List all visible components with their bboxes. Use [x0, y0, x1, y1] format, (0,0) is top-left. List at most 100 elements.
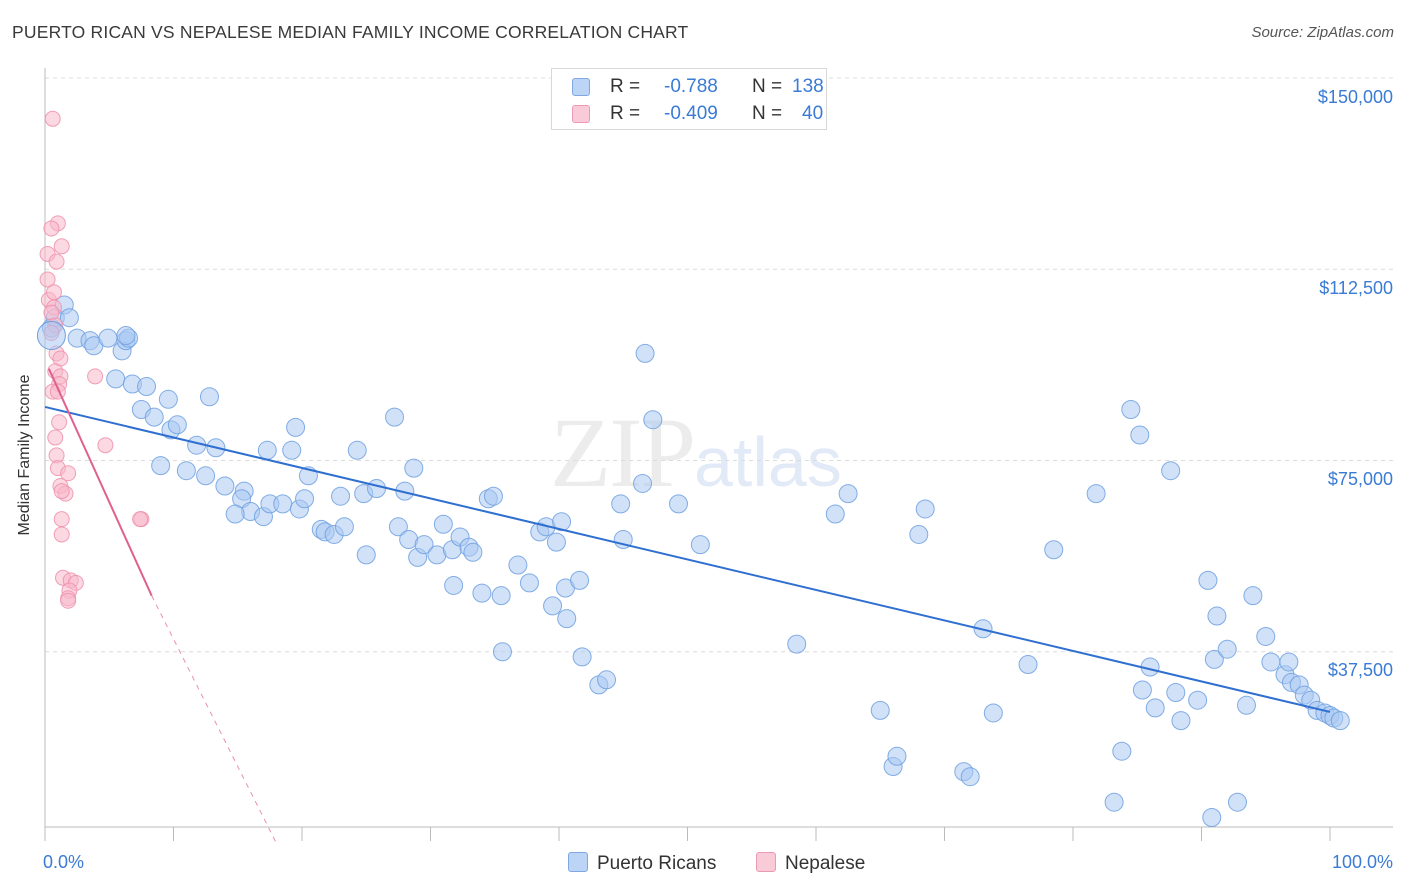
puerto-rican-point: [633, 473, 653, 493]
puerto-rican-point: [543, 596, 563, 616]
y-tick-label: $37,500: [1327, 660, 1393, 680]
nepalese-point: [53, 511, 70, 528]
puerto-rican-point: [1243, 586, 1263, 606]
puerto-rican-point: [1198, 570, 1218, 590]
puerto-rican-point: [787, 634, 807, 654]
puerto-rican-point: [158, 389, 178, 409]
puerto-rican-point: [36, 321, 66, 351]
puerto-rican-point: [690, 535, 710, 555]
puerto-rican-point: [1202, 808, 1222, 827]
nepalese-point: [47, 429, 64, 446]
nepalese-point: [45, 284, 62, 301]
legend-r-value: -0.788: [664, 76, 718, 97]
chart-source: Source: ZipAtlas.com: [1251, 24, 1394, 41]
puerto-rican-point: [176, 461, 196, 481]
puerto-rican-point: [367, 479, 387, 499]
correlation-legend: R = -0.788 N = 138 R = -0.409 N = 40: [551, 68, 827, 130]
puerto-rican-point: [334, 517, 354, 537]
puerto-rican-point: [1132, 680, 1152, 700]
puerto-rican-point: [116, 326, 136, 346]
puerto-rican-point: [98, 328, 118, 348]
puerto-rican-point: [196, 466, 216, 486]
puerto-rican-point: [643, 410, 663, 430]
puerto-rican-point: [199, 387, 219, 407]
puerto-rican-point: [519, 573, 539, 593]
puerto-rican-point: [59, 308, 79, 328]
puerto-rican-point: [870, 700, 890, 720]
nepalese-point: [39, 271, 56, 288]
puerto-rican-point: [1086, 484, 1106, 504]
y-axis-label: Median Family Income: [16, 374, 33, 536]
bottom-legend-label: Puerto Ricans: [597, 853, 717, 874]
puerto-rican-point: [570, 570, 590, 590]
puerto-rican-point: [838, 484, 858, 504]
puerto-rican-point: [444, 575, 464, 595]
nepalese-point: [48, 253, 65, 270]
x-tick-label-max: 100.0%: [1331, 852, 1393, 872]
bottom-legend-swatch: [568, 852, 588, 872]
nepalese-point: [60, 465, 77, 482]
puerto-rican-point: [1171, 711, 1191, 731]
puerto-rican-point: [388, 517, 408, 537]
puerto-rican-point: [1330, 711, 1350, 731]
puerto-rican-point: [572, 647, 592, 667]
puerto-rican-point: [151, 456, 171, 476]
bottom-legend-label: Nepalese: [785, 853, 866, 874]
x-tick-label-min: 0.0%: [43, 852, 85, 872]
puerto-rican-point: [225, 504, 245, 524]
puerto-rican-point: [508, 555, 528, 575]
bottom-legend-nepalese: Nepalese: [756, 852, 865, 875]
nepalese-point: [53, 526, 70, 543]
puerto-rican-point: [552, 512, 572, 532]
puerto-rican-point: [669, 494, 689, 514]
puerto-rican-point: [1236, 695, 1256, 715]
puerto-rican-point: [1121, 400, 1141, 419]
legend-n-value: 138: [792, 76, 824, 97]
puerto-rican-point: [137, 377, 157, 397]
puerto-rican-point: [1112, 741, 1132, 761]
puerto-rican-point: [492, 642, 512, 662]
puerto-rican-point: [909, 524, 929, 544]
legend-swatch-nepalese: [572, 105, 590, 123]
legend-n-label: N =: [752, 103, 783, 124]
puerto-rican-point: [295, 489, 315, 509]
puerto-rican-point: [286, 417, 306, 437]
puerto-rican-point: [347, 440, 367, 460]
puerto-rican-trend-line: [44, 405, 1331, 713]
puerto-rican-point: [1018, 655, 1038, 674]
puerto-rican-point: [1044, 540, 1064, 560]
legend-n-value: 40: [802, 103, 824, 124]
nepalese-point: [53, 238, 70, 255]
puerto-rican-point: [414, 535, 434, 555]
puerto-rican-point: [825, 504, 845, 524]
puerto-rican-point: [1227, 792, 1247, 812]
nepalese-point: [97, 437, 114, 454]
puerto-rican-point: [635, 343, 655, 363]
puerto-rican-point: [483, 486, 503, 506]
legend-n-label: N =: [752, 76, 783, 97]
bottom-legend-swatch: [756, 852, 776, 872]
puerto-rican-point: [1207, 606, 1227, 626]
legend-r-label: R =: [610, 103, 641, 124]
puerto-rican-point: [215, 476, 235, 496]
nepalese-trend-line: [47, 368, 153, 597]
puerto-rican-point: [1279, 652, 1299, 672]
puerto-rican-point: [144, 407, 164, 427]
puerto-rican-point: [472, 583, 492, 603]
nepalese-point: [43, 220, 60, 237]
y-tick-label: $75,000: [1327, 469, 1393, 489]
puerto-rican-point: [1145, 698, 1165, 718]
puerto-rican-point: [356, 545, 376, 565]
puerto-rican-point: [1161, 461, 1181, 481]
nepalese-point: [53, 483, 70, 500]
nepalese-point: [87, 368, 104, 385]
puerto-rican-point: [282, 440, 302, 460]
puerto-rican-point: [106, 369, 126, 389]
watermark-zip: ZIP: [550, 397, 696, 508]
puerto-rican-point: [983, 703, 1003, 723]
puerto-rican-point: [1261, 652, 1281, 672]
puerto-rican-point: [331, 486, 351, 506]
watermark-atlas: atlas: [694, 423, 842, 501]
puerto-rican-point: [433, 514, 453, 534]
